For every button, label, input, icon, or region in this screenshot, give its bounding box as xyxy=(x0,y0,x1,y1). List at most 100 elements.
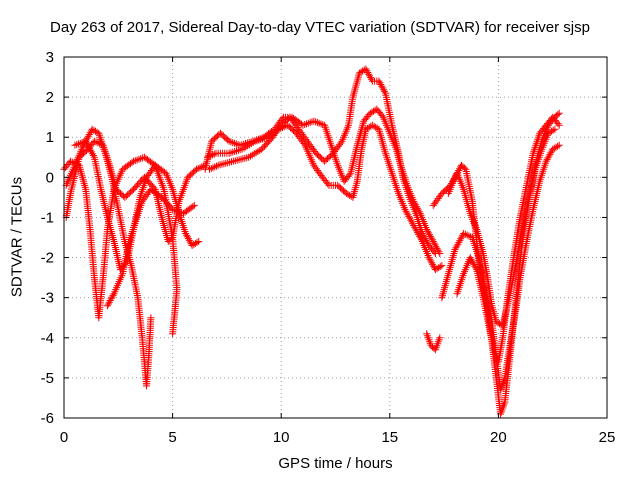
data-point xyxy=(555,141,563,149)
data-point xyxy=(169,330,177,338)
data-point xyxy=(466,254,474,262)
data-point xyxy=(209,164,217,172)
x-axis-label: GPS time / hours xyxy=(278,455,393,472)
data-point xyxy=(92,138,100,146)
data-point xyxy=(82,137,90,145)
data-point xyxy=(167,235,175,243)
data-point xyxy=(424,227,432,235)
data-point xyxy=(425,229,433,237)
data-point xyxy=(68,158,76,166)
data-point xyxy=(458,233,466,241)
data-point xyxy=(207,152,215,160)
data-point xyxy=(449,178,456,186)
data-point xyxy=(470,260,478,268)
data-point xyxy=(421,235,429,243)
data-point xyxy=(211,163,219,171)
data-point xyxy=(345,171,353,179)
data-point xyxy=(227,138,235,146)
data-point xyxy=(337,139,345,147)
y-tick-label: -6 xyxy=(41,410,54,427)
data-point xyxy=(465,232,473,240)
y-tick-label: -5 xyxy=(41,370,54,387)
y-tick-label: 2 xyxy=(46,89,54,106)
data-point xyxy=(403,209,411,217)
data-point xyxy=(169,205,177,213)
data-point xyxy=(545,152,553,160)
data-point xyxy=(378,112,386,120)
y-tick-label: -2 xyxy=(41,250,54,267)
data-point xyxy=(210,150,218,158)
data-point xyxy=(554,120,562,128)
data-point xyxy=(317,120,325,128)
data-point xyxy=(189,203,197,211)
data-point xyxy=(401,205,409,213)
data-point xyxy=(542,157,550,165)
data-point xyxy=(240,144,248,152)
data-point xyxy=(225,137,233,145)
x-tick-label: 25 xyxy=(599,429,616,446)
data-point xyxy=(206,165,213,173)
data-point xyxy=(130,157,137,165)
data-point xyxy=(67,157,74,165)
data-point xyxy=(229,148,237,156)
data-point xyxy=(231,139,238,147)
data-point xyxy=(406,214,414,222)
data-point xyxy=(133,156,141,164)
data-point xyxy=(413,227,421,235)
data-point xyxy=(472,264,480,272)
data-point xyxy=(452,244,460,252)
data-point xyxy=(364,69,372,76)
data-point xyxy=(469,259,477,267)
data-point xyxy=(554,111,562,118)
data-point xyxy=(324,180,332,188)
data-point xyxy=(247,152,254,160)
data-point xyxy=(430,239,438,247)
data-point xyxy=(252,149,260,157)
data-point xyxy=(299,121,307,129)
data-point xyxy=(194,165,202,172)
data-point xyxy=(107,295,115,303)
data-point xyxy=(76,139,84,147)
data-point xyxy=(88,148,95,156)
data-point xyxy=(213,162,220,170)
y-tick-label: -4 xyxy=(41,330,54,347)
data-point xyxy=(436,334,444,342)
data-point xyxy=(371,106,379,114)
data-point xyxy=(90,137,98,145)
data-point xyxy=(455,238,463,246)
data-point xyxy=(70,159,78,167)
data-point xyxy=(75,140,82,148)
data-point xyxy=(301,121,309,128)
data-point xyxy=(306,119,314,126)
data-point xyxy=(128,158,136,166)
data-point xyxy=(109,291,117,299)
data-point xyxy=(408,218,416,226)
data-point xyxy=(402,207,410,215)
x-tick-label: 10 xyxy=(273,429,290,446)
data-point xyxy=(315,119,323,127)
data-point xyxy=(555,121,563,129)
data-point xyxy=(554,142,562,150)
data-point xyxy=(89,152,97,159)
x-tick-label: 15 xyxy=(381,429,398,446)
data-point xyxy=(96,140,104,148)
data-point xyxy=(185,236,193,244)
data-point xyxy=(312,118,320,126)
data-point xyxy=(438,262,446,270)
data-point xyxy=(94,139,102,147)
data-point xyxy=(229,139,237,147)
data-point xyxy=(427,257,435,265)
data-points xyxy=(60,65,563,418)
data-point xyxy=(431,250,439,257)
data-point xyxy=(83,139,91,147)
data-point xyxy=(463,231,471,239)
data-point xyxy=(195,238,203,245)
axis-ticks: 0 5 10 15 20 25 -6 -5 -4 -3 -2 -1 0 1 2 3 xyxy=(41,49,616,446)
data-point xyxy=(89,150,96,158)
data-point xyxy=(234,146,242,154)
data-point xyxy=(172,207,180,215)
data-point xyxy=(131,157,139,165)
data-point xyxy=(84,141,92,149)
data-point xyxy=(368,75,375,83)
